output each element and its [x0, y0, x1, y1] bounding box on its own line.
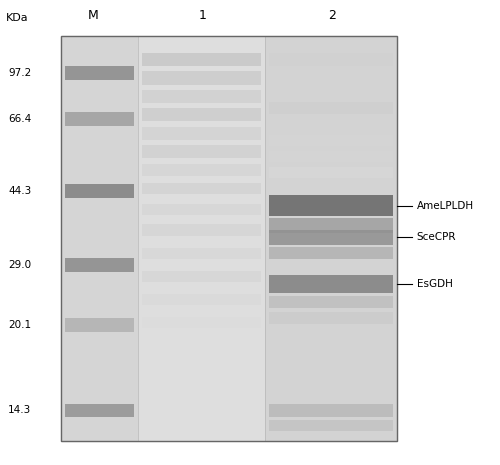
- Text: M: M: [88, 9, 99, 22]
- Text: SceCPR: SceCPR: [416, 232, 456, 242]
- Bar: [61, 36, 396, 440]
- Bar: [65, 113, 134, 126]
- Text: 29.0: 29.0: [8, 260, 31, 270]
- Bar: [269, 420, 392, 431]
- Bar: [269, 312, 392, 324]
- Bar: [65, 258, 134, 272]
- Bar: [142, 341, 261, 351]
- Text: AmeLPLDH: AmeLPLDH: [416, 201, 474, 211]
- Bar: [269, 53, 392, 66]
- Text: KDa: KDa: [6, 13, 29, 23]
- Bar: [265, 36, 396, 440]
- Text: 20.1: 20.1: [8, 320, 31, 330]
- Bar: [142, 204, 261, 215]
- Bar: [142, 271, 261, 282]
- Bar: [142, 225, 261, 236]
- Bar: [269, 230, 392, 245]
- Bar: [142, 317, 261, 328]
- Bar: [269, 151, 392, 162]
- Bar: [65, 404, 134, 418]
- Bar: [269, 404, 392, 417]
- Bar: [142, 364, 261, 374]
- Bar: [142, 53, 261, 66]
- Text: 1: 1: [199, 9, 206, 22]
- Bar: [142, 183, 261, 194]
- Bar: [142, 294, 261, 305]
- Text: 14.3: 14.3: [8, 405, 31, 415]
- Text: EsGDH: EsGDH: [416, 279, 452, 289]
- Bar: [269, 134, 392, 146]
- Bar: [142, 126, 261, 140]
- Bar: [142, 247, 261, 259]
- Bar: [61, 36, 396, 440]
- Bar: [269, 69, 392, 81]
- Bar: [269, 118, 392, 130]
- Bar: [269, 167, 392, 178]
- Bar: [269, 195, 392, 216]
- Bar: [65, 184, 134, 198]
- Text: 66.4: 66.4: [8, 114, 31, 124]
- Bar: [269, 296, 392, 308]
- Text: 2: 2: [328, 9, 336, 22]
- Text: 44.3: 44.3: [8, 186, 31, 196]
- Bar: [142, 90, 261, 103]
- Bar: [61, 36, 138, 440]
- Bar: [269, 86, 392, 97]
- Bar: [142, 71, 261, 85]
- Bar: [269, 275, 392, 293]
- Bar: [142, 108, 261, 121]
- Bar: [65, 318, 134, 332]
- Text: 97.2: 97.2: [8, 68, 31, 78]
- Bar: [138, 36, 265, 440]
- Bar: [269, 247, 392, 259]
- Bar: [142, 145, 261, 158]
- Bar: [269, 102, 392, 114]
- Bar: [269, 218, 392, 233]
- Bar: [65, 66, 134, 80]
- Bar: [142, 164, 261, 176]
